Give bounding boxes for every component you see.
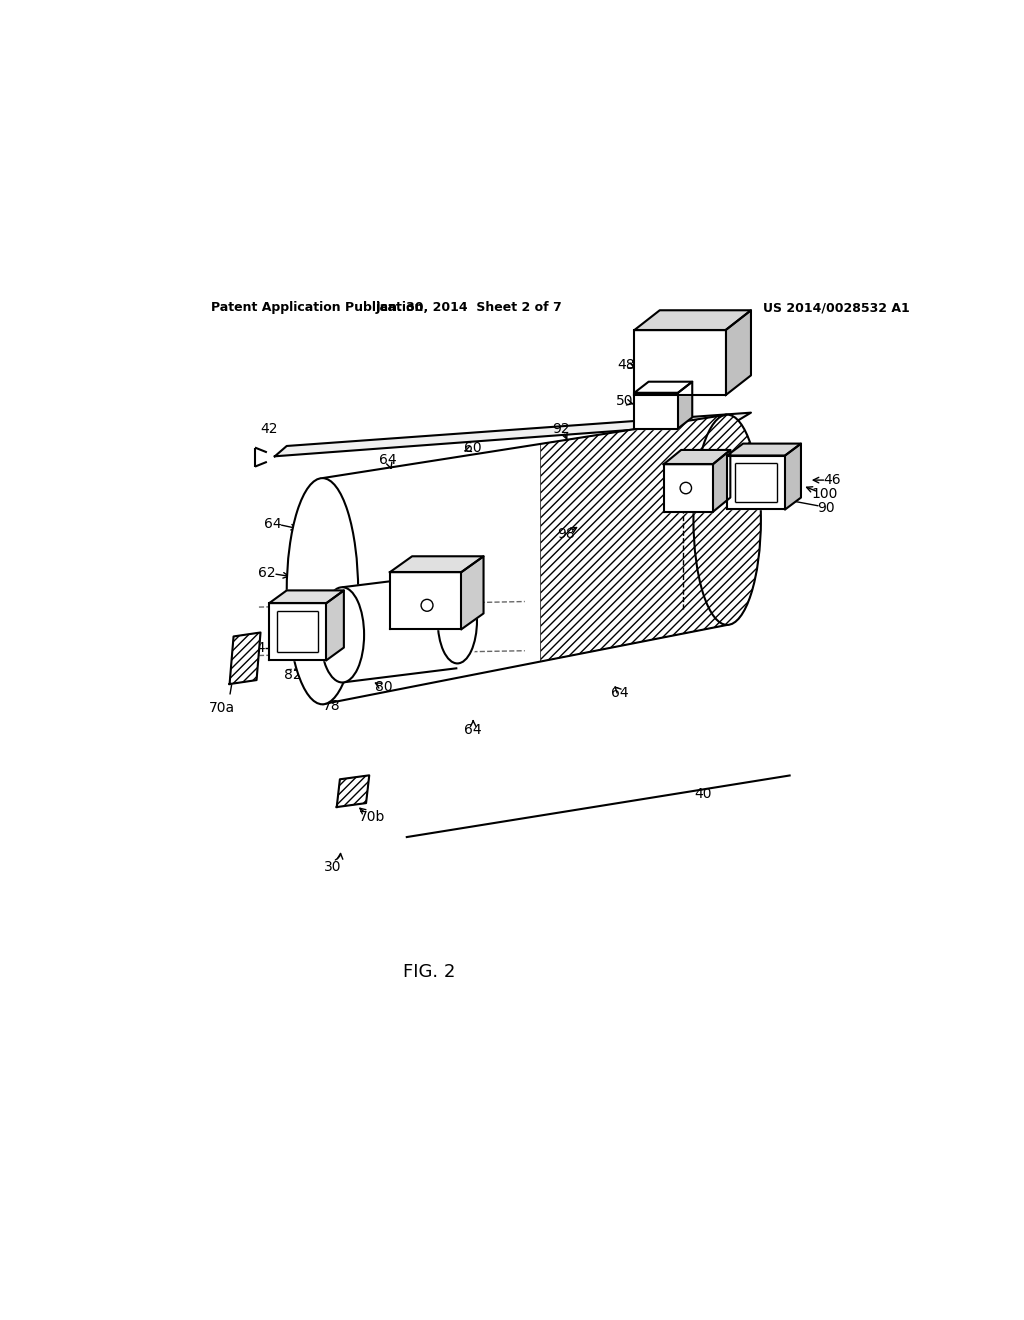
Text: 98: 98 bbox=[557, 527, 574, 541]
Polygon shape bbox=[713, 450, 730, 512]
Text: 40: 40 bbox=[694, 787, 712, 800]
Text: 30: 30 bbox=[324, 859, 341, 874]
Polygon shape bbox=[390, 572, 462, 630]
Text: FIG. 2: FIG. 2 bbox=[403, 964, 456, 981]
Text: 70a: 70a bbox=[209, 701, 234, 715]
Polygon shape bbox=[327, 590, 344, 660]
Polygon shape bbox=[462, 556, 483, 630]
Ellipse shape bbox=[287, 478, 358, 705]
Polygon shape bbox=[785, 444, 801, 510]
Text: 90: 90 bbox=[817, 500, 836, 515]
Text: 64: 64 bbox=[611, 686, 629, 700]
Polygon shape bbox=[634, 330, 726, 395]
Ellipse shape bbox=[321, 587, 365, 682]
Polygon shape bbox=[726, 310, 751, 395]
Text: 100: 100 bbox=[812, 487, 838, 500]
Text: 60: 60 bbox=[465, 441, 482, 455]
Polygon shape bbox=[342, 573, 479, 682]
Polygon shape bbox=[664, 465, 713, 512]
Text: 70b: 70b bbox=[359, 810, 386, 825]
Polygon shape bbox=[727, 444, 801, 455]
Text: 64: 64 bbox=[465, 723, 482, 737]
Text: 44: 44 bbox=[248, 640, 265, 655]
Polygon shape bbox=[678, 381, 692, 429]
Polygon shape bbox=[337, 775, 370, 807]
Text: 64: 64 bbox=[263, 516, 282, 531]
Polygon shape bbox=[634, 393, 678, 429]
Text: 76: 76 bbox=[439, 614, 457, 628]
Text: 42: 42 bbox=[260, 421, 278, 436]
Text: 82: 82 bbox=[285, 668, 302, 681]
Polygon shape bbox=[274, 413, 751, 457]
Polygon shape bbox=[727, 455, 785, 510]
Text: 62: 62 bbox=[258, 566, 275, 579]
Polygon shape bbox=[390, 556, 483, 572]
Polygon shape bbox=[323, 414, 761, 705]
Polygon shape bbox=[229, 632, 260, 684]
Text: 64: 64 bbox=[380, 453, 397, 467]
Polygon shape bbox=[634, 381, 692, 393]
Text: 50: 50 bbox=[616, 393, 634, 408]
Text: 78: 78 bbox=[324, 700, 341, 713]
Text: 48: 48 bbox=[617, 358, 635, 372]
Text: 82: 82 bbox=[312, 644, 330, 657]
Text: Jan. 30, 2014  Sheet 2 of 7: Jan. 30, 2014 Sheet 2 of 7 bbox=[376, 301, 562, 314]
Polygon shape bbox=[269, 603, 327, 660]
Polygon shape bbox=[634, 310, 751, 330]
Text: 46: 46 bbox=[823, 473, 841, 487]
Text: 80: 80 bbox=[375, 680, 392, 694]
Polygon shape bbox=[541, 414, 761, 661]
Polygon shape bbox=[269, 590, 344, 603]
Polygon shape bbox=[664, 450, 730, 465]
Text: US 2014/0028532 A1: US 2014/0028532 A1 bbox=[763, 301, 909, 314]
Text: 92: 92 bbox=[552, 421, 569, 436]
Text: Patent Application Publication: Patent Application Publication bbox=[211, 301, 424, 314]
